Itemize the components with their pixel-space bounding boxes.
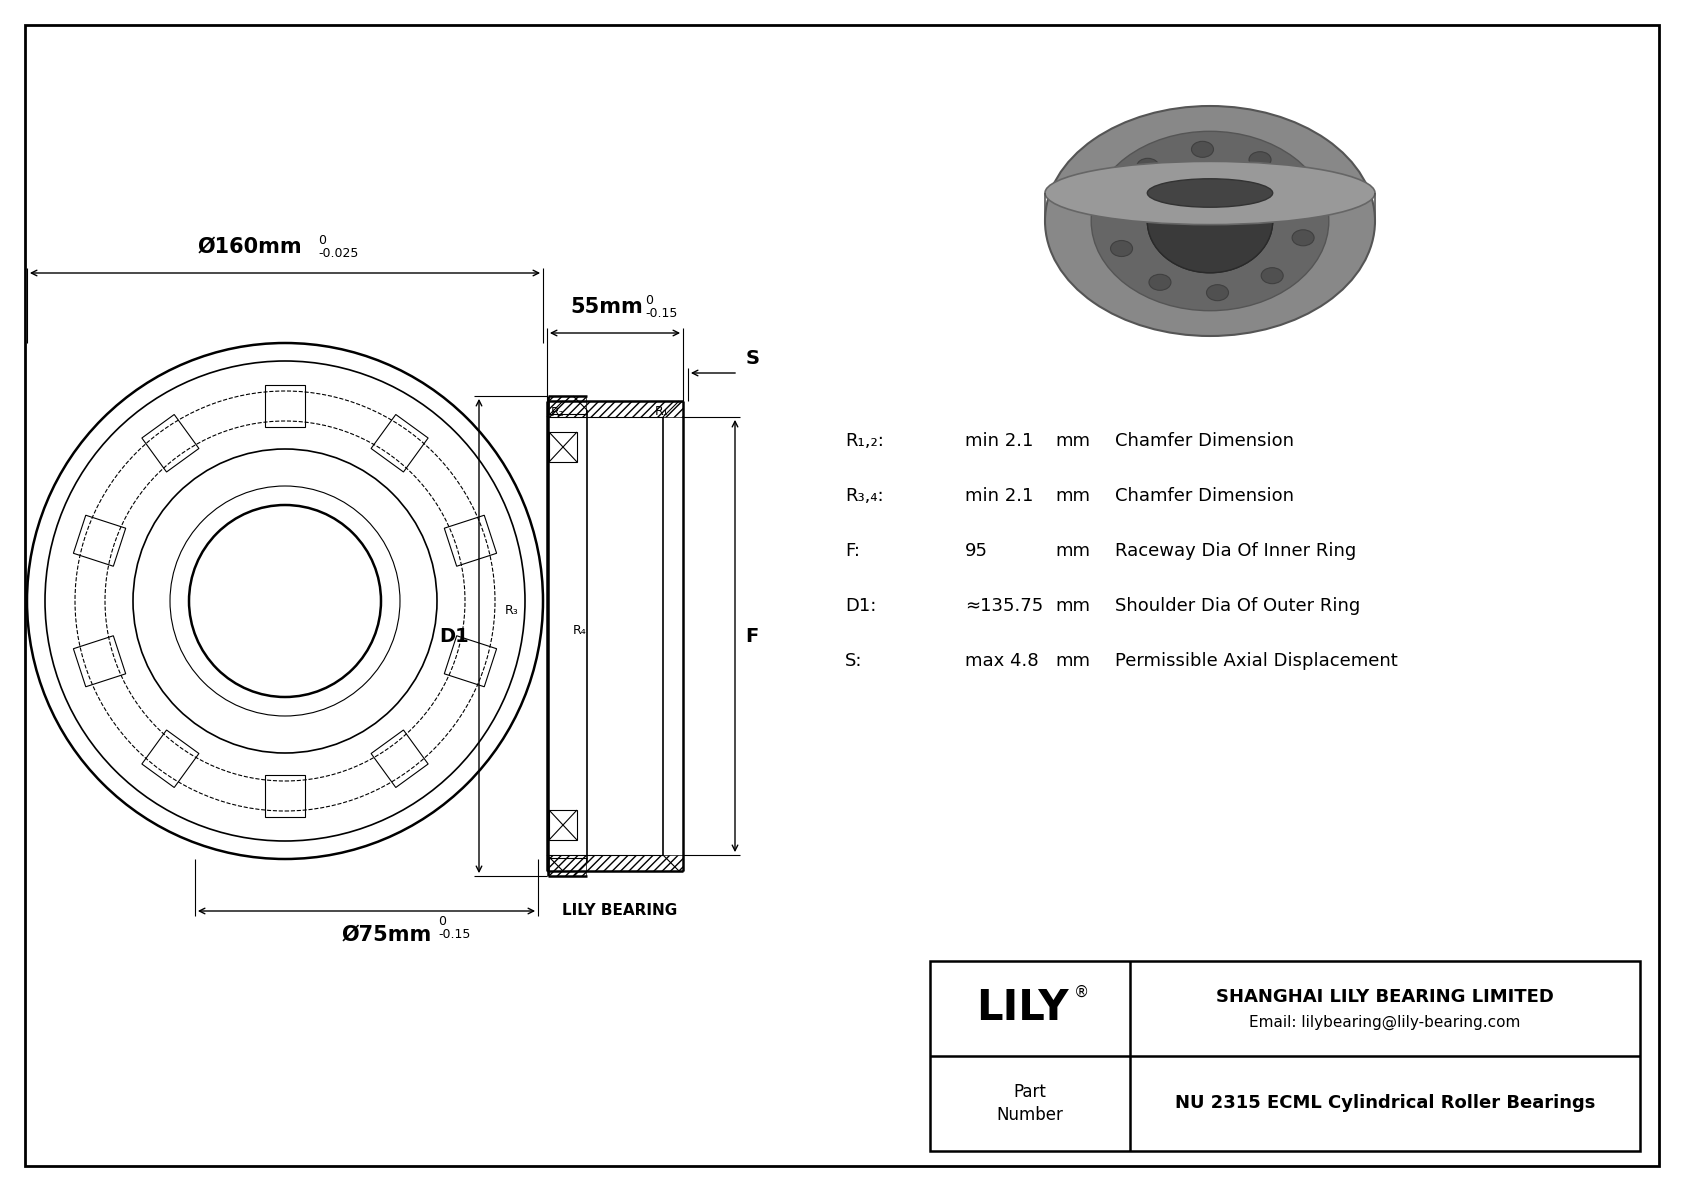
Text: 0: 0 [645, 294, 653, 307]
Text: mm: mm [1054, 487, 1090, 505]
Text: Email: lilybearing@lily-bearing.com: Email: lilybearing@lily-bearing.com [1250, 1015, 1521, 1030]
Text: S:: S: [845, 651, 862, 671]
Text: F:: F: [845, 542, 861, 560]
Bar [370, 414, 428, 472]
Text: max 4.8: max 4.8 [965, 651, 1039, 671]
Ellipse shape [1206, 285, 1229, 300]
Bar [74, 636, 126, 687]
Text: mm: mm [1054, 597, 1090, 615]
Ellipse shape [1046, 161, 1376, 225]
Text: min 2.1: min 2.1 [965, 432, 1034, 450]
Text: R₂: R₂ [551, 406, 564, 419]
Ellipse shape [1147, 179, 1273, 207]
Bar [370, 730, 428, 787]
Bar [549, 858, 586, 877]
Bar [445, 636, 497, 687]
Text: mm: mm [1054, 542, 1090, 560]
Text: LILY BEARING: LILY BEARING [562, 903, 677, 918]
Text: mm: mm [1054, 651, 1090, 671]
Text: NU 2315 ECML Cylindrical Roller Bearings: NU 2315 ECML Cylindrical Roller Bearings [1175, 1095, 1595, 1112]
Bar [264, 775, 305, 817]
Text: mm: mm [1054, 432, 1090, 450]
Bar [547, 401, 684, 417]
Ellipse shape [1292, 230, 1314, 245]
Ellipse shape [1046, 106, 1376, 336]
Text: LILY: LILY [975, 987, 1068, 1029]
Text: S: S [746, 349, 759, 368]
Text: Ø160mm: Ø160mm [197, 237, 303, 257]
Text: 0: 0 [318, 233, 327, 247]
Ellipse shape [1261, 268, 1283, 283]
Text: D1: D1 [440, 626, 470, 646]
Ellipse shape [1106, 197, 1128, 212]
Text: R₁,₂:: R₁,₂: [845, 432, 884, 450]
Text: Ø75mm: Ø75mm [342, 925, 431, 944]
Text: -0.15: -0.15 [438, 928, 472, 941]
Text: R₃: R₃ [505, 605, 519, 617]
Text: Chamfer Dimension: Chamfer Dimension [1115, 487, 1293, 505]
Text: ≈135.75: ≈135.75 [965, 597, 1044, 615]
Bar [549, 810, 578, 840]
Bar [74, 516, 126, 566]
Text: 95: 95 [965, 542, 989, 560]
Bar [141, 414, 199, 472]
Bar [445, 516, 497, 566]
Bar [930, 961, 1640, 1151]
Text: R₁: R₁ [655, 405, 669, 418]
Text: F: F [744, 626, 758, 646]
Ellipse shape [1147, 169, 1273, 273]
Text: 55mm: 55mm [571, 297, 643, 317]
Ellipse shape [1148, 274, 1170, 291]
Text: D1:: D1: [845, 597, 876, 615]
Ellipse shape [1110, 241, 1133, 256]
Ellipse shape [1288, 186, 1310, 201]
Text: Shoulder Dia Of Outer Ring: Shoulder Dia Of Outer Ring [1115, 597, 1361, 615]
Text: SHANGHAI LILY BEARING LIMITED: SHANGHAI LILY BEARING LIMITED [1216, 987, 1554, 1005]
Bar [549, 395, 586, 414]
Text: min 2.1: min 2.1 [965, 487, 1034, 505]
Ellipse shape [1091, 131, 1329, 311]
Bar [141, 730, 199, 787]
Text: ®: ® [1074, 985, 1090, 1000]
Text: Raceway Dia Of Inner Ring: Raceway Dia Of Inner Ring [1115, 542, 1356, 560]
Text: R₄: R₄ [573, 624, 586, 637]
Bar [264, 385, 305, 428]
Bar [549, 432, 578, 462]
Ellipse shape [1192, 142, 1214, 157]
Text: -0.025: -0.025 [318, 247, 359, 260]
Ellipse shape [1137, 158, 1159, 174]
Text: Chamfer Dimension: Chamfer Dimension [1115, 432, 1293, 450]
Text: -0.15: -0.15 [645, 307, 677, 320]
Text: Permissible Axial Displacement: Permissible Axial Displacement [1115, 651, 1398, 671]
Bar [547, 855, 684, 871]
Text: R₃,₄:: R₃,₄: [845, 487, 884, 505]
Text: 0: 0 [438, 915, 446, 928]
Ellipse shape [1250, 151, 1271, 168]
Ellipse shape [1147, 169, 1273, 273]
Text: Part
Number: Part Number [997, 1083, 1063, 1124]
